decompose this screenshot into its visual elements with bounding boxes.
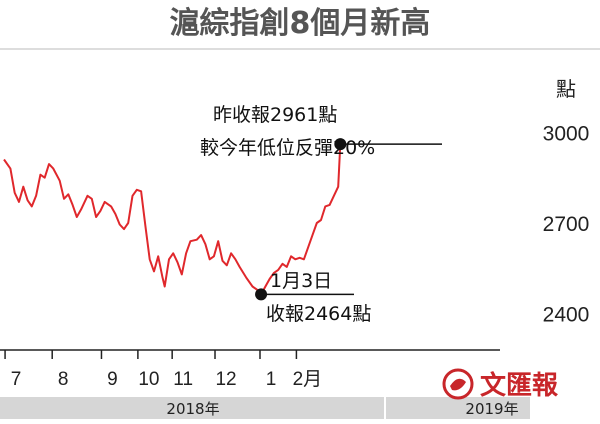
x-tick-label: 9 — [107, 369, 118, 390]
low-point-marker — [255, 288, 268, 301]
watermark-text: 文匯報 — [480, 370, 559, 401]
y-tick-label: 2700 — [543, 213, 590, 236]
x-tick-label: 10 — [138, 369, 159, 390]
x-tick-label: 7 — [11, 369, 22, 390]
unit-label: 點 — [556, 78, 576, 101]
y-tick-label: 2400 — [543, 304, 590, 327]
high-annotation: 昨收報2961點 較今年低位反彈20% — [200, 104, 442, 159]
price-line — [3, 144, 342, 296]
low-annotation-line2: 收報2464點 — [266, 303, 371, 325]
year-band — [0, 397, 530, 419]
x-tick-label: 2月 — [293, 369, 323, 390]
high-point-marker — [334, 138, 347, 151]
x-tick-label: 8 — [58, 369, 69, 390]
low-annotation-line1: 1月3日 — [270, 270, 332, 292]
year-label-2019: 2019年 — [465, 400, 518, 418]
low-annotation: 1月3日 收報2464點 — [255, 270, 371, 325]
x-tick-label: 1 — [266, 369, 277, 390]
wenweipo-logo: 文匯報 — [442, 368, 559, 401]
x-axis: 7 8 9 10 11 12 1 2月 — [4, 350, 323, 390]
series-layer — [3, 144, 342, 296]
x-tick-label: 12 — [215, 369, 236, 390]
year-label-2018: 2018年 — [166, 400, 219, 418]
chart-title: 滬綜指創8個月新高 — [170, 6, 431, 41]
y-tick-label: 3000 — [543, 122, 590, 145]
y-axis: 2400 2700 3000 — [543, 122, 590, 326]
logo-emblem-mark — [450, 378, 466, 391]
high-annotation-line1: 昨收報2961點 — [213, 104, 337, 126]
high-annotation-line2: 較今年低位反彈20% — [200, 137, 375, 159]
x-tick-label: 11 — [173, 369, 193, 390]
